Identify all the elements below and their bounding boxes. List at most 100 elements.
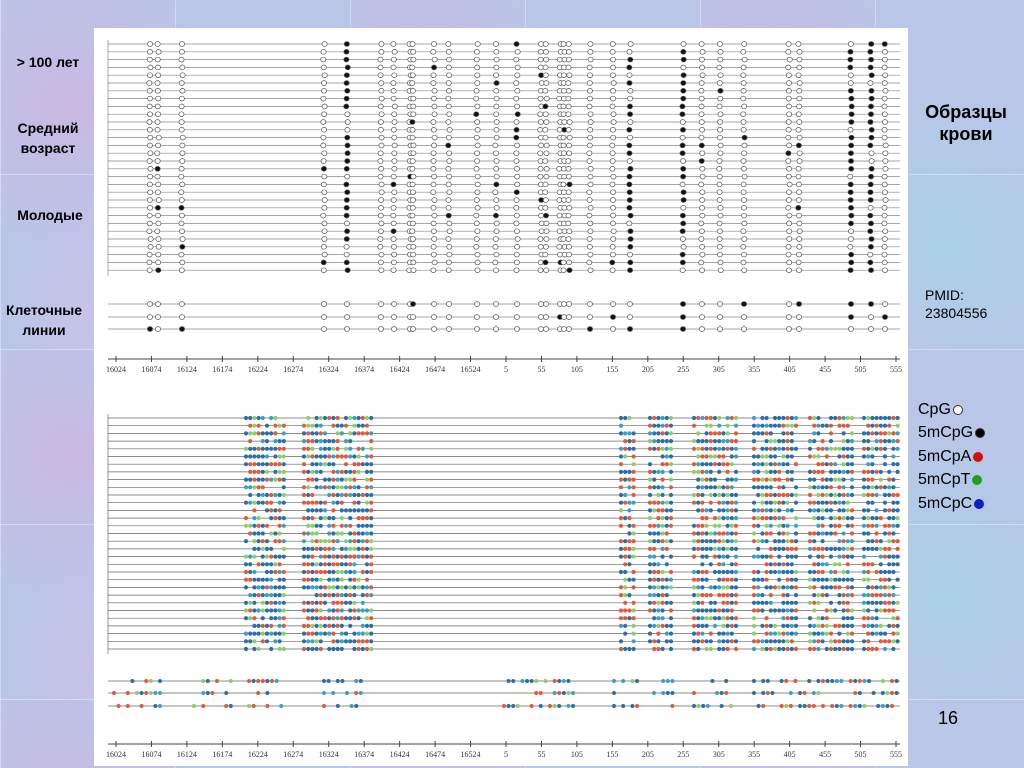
- methylation-dot: [700, 454, 705, 459]
- methylation-dot: [277, 516, 282, 521]
- cpg-dot: [867, 205, 874, 211]
- cpg-dot: [430, 228, 437, 234]
- methylation-dot: [704, 485, 709, 490]
- methylation-dot: [700, 500, 705, 505]
- methylation-dot: [764, 516, 769, 521]
- methylation-dot: [301, 492, 307, 498]
- cpg-dot: [446, 326, 452, 332]
- methylated-cpg-dot: [679, 228, 686, 234]
- methylation-dot: [652, 531, 657, 536]
- methylation-dot: [717, 531, 722, 536]
- methylated-cpg-dot: [626, 150, 633, 156]
- methylation-dot: [335, 623, 340, 629]
- methylation-dot: [348, 554, 353, 559]
- methylation-dot: [833, 523, 838, 528]
- cpg-dot: [543, 301, 549, 307]
- methylation-dot: [352, 554, 357, 559]
- cpg-dot: [881, 251, 888, 258]
- methylated-cpg-dot: [343, 259, 350, 266]
- methylation-dot: [841, 439, 846, 444]
- methylation-dot: [820, 585, 825, 590]
- cpg-dot: [410, 314, 416, 320]
- methylation-dot: [837, 516, 842, 521]
- methylation-dot: [760, 531, 765, 536]
- methylation-dot: [704, 454, 709, 459]
- methylation-dot: [841, 593, 846, 598]
- methylation-dot: [647, 523, 653, 528]
- methylation-dot: [781, 623, 786, 629]
- cpg-dot: [321, 205, 328, 211]
- methylated-cpg-dot: [587, 326, 593, 332]
- methylation-dot: [369, 431, 374, 436]
- methylation-dot: [777, 608, 782, 613]
- methylation-dot: [772, 469, 778, 474]
- cpg-dot: [717, 301, 723, 307]
- cpg-dot: [699, 212, 706, 219]
- cpg-dot: [147, 301, 153, 307]
- methylation-dot: [314, 469, 319, 474]
- methylation-dot: [647, 631, 653, 636]
- methylation-dot: [269, 546, 274, 552]
- methylation-dot: [566, 691, 571, 695]
- methylation-dot: [712, 585, 718, 590]
- cpg-dot: [492, 41, 499, 47]
- methylation-dot: [664, 454, 669, 459]
- methylation-dot: [348, 569, 353, 575]
- methylation-dot: [623, 593, 628, 598]
- bottom-axis-tick-label: 16224: [248, 750, 268, 759]
- methylation-dot: [712, 462, 718, 467]
- methylation-dot: [807, 446, 813, 451]
- methylation-dot: [273, 554, 278, 559]
- methylation-dot: [360, 623, 365, 629]
- cpg-dot: [882, 142, 889, 149]
- methylation-dot: [339, 531, 344, 536]
- methylation-dot: [756, 704, 761, 708]
- methylation-dot: [631, 523, 636, 528]
- methylation-dot: [335, 593, 340, 598]
- methylation-dot: [781, 439, 786, 444]
- methylation-dot: [364, 477, 370, 482]
- methylation-dot: [306, 423, 311, 428]
- methylation-dot: [256, 485, 261, 490]
- methylation-dot: [269, 462, 274, 467]
- methylation-dot: [256, 585, 261, 590]
- methylated-cpg-dot: [493, 80, 500, 86]
- methylation-dot: [733, 439, 739, 444]
- methylation-dot: [506, 679, 511, 683]
- methylation-dot: [833, 446, 838, 451]
- cpg-dot: [566, 314, 572, 320]
- cpg-dot: [542, 41, 549, 47]
- methylation-dot: [833, 531, 838, 536]
- methylation-dot: [874, 415, 879, 421]
- methylation-dot: [356, 423, 361, 428]
- cpg-dot: [513, 56, 520, 63]
- cpg-dot: [378, 95, 385, 102]
- bottom-axis-tick-label: 16474: [425, 750, 445, 759]
- methylation-dot: [821, 679, 825, 683]
- cpg-dot: [543, 236, 550, 242]
- methylation-dot: [733, 423, 739, 428]
- methylation-dot: [656, 423, 661, 428]
- methylated-cpg-dot: [680, 95, 687, 102]
- methylation-dot: [618, 569, 624, 575]
- methylated-cpg-dot: [847, 150, 854, 156]
- methylation-dot: [777, 446, 782, 451]
- methylation-dot: [306, 608, 311, 613]
- cpg-dot: [492, 142, 499, 149]
- methylation-dot: [331, 454, 336, 459]
- methylation-dot: [733, 500, 739, 505]
- methylation-dot: [243, 462, 249, 467]
- methylation-dot: [820, 462, 825, 467]
- methylation-dot: [647, 500, 653, 505]
- methylation-dot: [670, 679, 675, 683]
- cpg-dot: [796, 228, 803, 234]
- methylation-dot: [853, 679, 858, 683]
- cpg-dot: [493, 205, 500, 211]
- methylation-dot: [691, 616, 697, 621]
- methylation-dot: [712, 531, 718, 536]
- methylation-dot: [764, 423, 769, 428]
- methylation-dot: [623, 554, 628, 559]
- methylation-dot: [882, 439, 888, 444]
- top-axis-tick-label: 205: [642, 365, 654, 374]
- cpg-dot: [680, 64, 687, 71]
